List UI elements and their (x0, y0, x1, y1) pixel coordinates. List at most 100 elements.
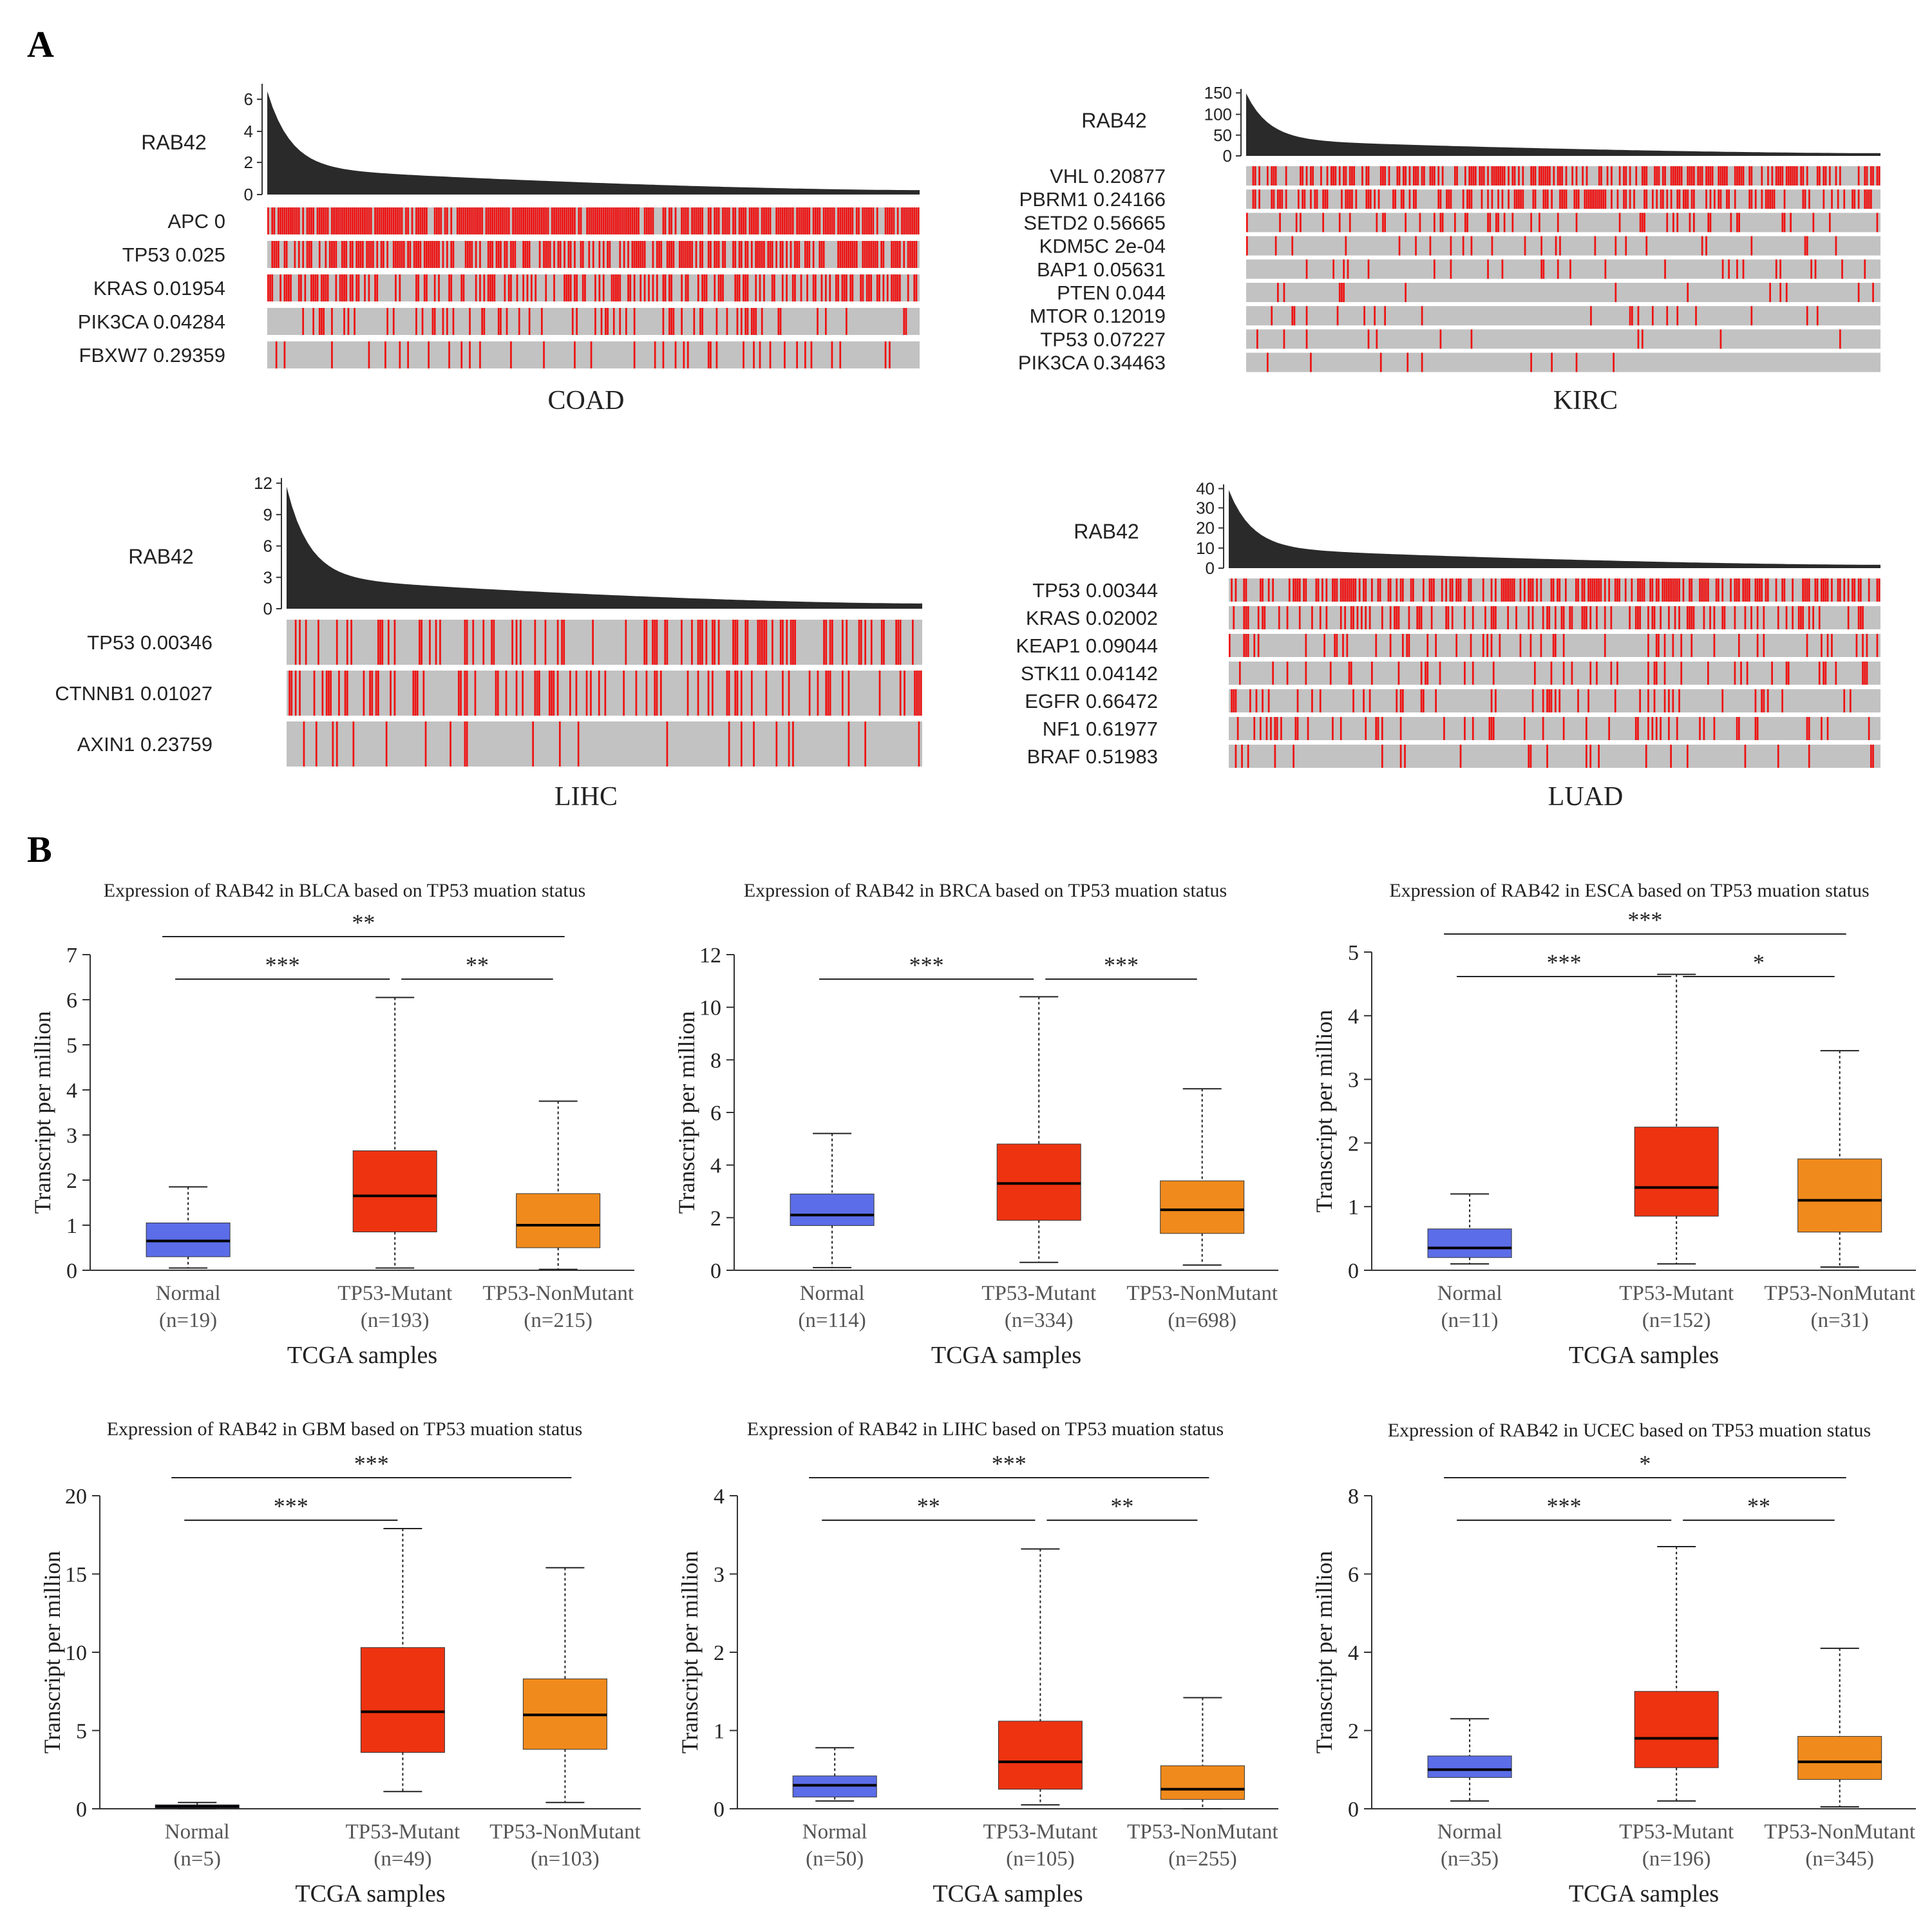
mutation-mark (1571, 166, 1573, 186)
mutation-mark (913, 274, 916, 301)
mutation-mark (744, 308, 747, 335)
mutation-mark (567, 241, 570, 268)
mutation-mark (1756, 717, 1759, 740)
mutation-mark (757, 241, 759, 268)
mutation-mark (918, 671, 920, 716)
mutation-mark (489, 207, 491, 234)
mutation-mark (806, 207, 808, 234)
mutation-mark (1484, 606, 1486, 629)
boxplot-y-tick-label: 2 (710, 1206, 721, 1230)
mutation-mark (1552, 578, 1555, 602)
mutation-mark (1740, 166, 1743, 186)
mutation-mark (1487, 166, 1489, 186)
mutation-mark (687, 671, 689, 716)
mutation-mark (1450, 236, 1452, 256)
mutation-mark (639, 241, 642, 268)
mutation-mark (627, 274, 629, 301)
mutation-mark (806, 274, 808, 301)
mutation-mark (1338, 213, 1341, 233)
mutation-mark (379, 620, 381, 665)
mutation-mark (864, 241, 866, 268)
mutation-mark (763, 207, 765, 234)
mutation-mark (895, 241, 897, 268)
mutation-mark (1388, 166, 1390, 186)
mutation-mark (796, 341, 798, 368)
mutation-mark (1267, 689, 1270, 712)
mutation-mark (283, 274, 286, 301)
mutation-mark (668, 274, 670, 301)
mutation-mark (1482, 166, 1485, 186)
mutation-mark (1345, 189, 1347, 209)
mutation-mark (755, 207, 757, 234)
mutation-mark (1641, 578, 1643, 602)
mutation-mark (810, 341, 813, 368)
mutation-mark (1320, 166, 1322, 186)
mutation-mark (1678, 189, 1681, 209)
mutation-mark (670, 274, 672, 301)
mutation-mark (1728, 189, 1730, 209)
mutation-mark (728, 671, 730, 716)
mutation-mark (364, 207, 366, 234)
mutation-mark (1431, 166, 1434, 186)
mutation-mark (687, 207, 689, 234)
mutation-mark (1763, 606, 1765, 629)
mutation-mark (1761, 689, 1763, 712)
mutation-strip-background (1246, 166, 1880, 186)
box-tp53-mutant: TP53-Mutant(n=49) (345, 1528, 460, 1871)
mutation-mark (1818, 662, 1821, 685)
mutation-mark (1555, 689, 1557, 712)
mutation-mark (779, 207, 782, 234)
mutation-mark (643, 274, 646, 301)
mutation-mark (393, 620, 396, 665)
mutation-mark (1857, 606, 1860, 629)
mutation-mark (899, 671, 902, 716)
mutation-mark (1273, 189, 1275, 209)
mutation-mark (1530, 578, 1532, 602)
mutation-mark (1352, 606, 1354, 629)
box-group-label: TP53-Mutant (1619, 1282, 1734, 1305)
mutation-mark (1235, 745, 1237, 768)
mutation-mark (1746, 578, 1748, 602)
mutation-mark (1806, 166, 1808, 186)
mutation-mark (907, 274, 909, 301)
mutation-mark (717, 620, 720, 665)
mutation-mark (1672, 578, 1674, 602)
mutation-mark (1637, 606, 1639, 629)
box-iqr (996, 1143, 1081, 1221)
mutation-mark (1528, 578, 1530, 602)
mutation-mark (1670, 166, 1672, 186)
mutation-mark (355, 241, 358, 268)
mutation-row-label: NF1 0.61977 (1043, 718, 1158, 740)
mutation-mark (1310, 352, 1312, 372)
boxplot-y-tick-label: 6 (710, 1102, 721, 1125)
mutation-mark (370, 241, 372, 268)
mutation-mark (744, 620, 747, 665)
mutation-mark (1236, 717, 1239, 740)
mutation-mark (1676, 578, 1678, 602)
mutation-mark (784, 207, 786, 234)
mutation-mark (792, 620, 794, 665)
boxplot-y-tick-label: 5 (76, 1720, 87, 1744)
mutation-mark (1542, 717, 1544, 740)
mutation-mark (918, 721, 920, 767)
mutation-mark (1689, 213, 1691, 233)
mutation-mark (741, 207, 743, 234)
mutation-mark (1399, 578, 1402, 602)
mutation-mark (1773, 189, 1776, 209)
mutation-mark (619, 207, 621, 234)
mutation-mark (1734, 606, 1736, 629)
mutation-mark (1586, 745, 1587, 768)
mutation-mark (446, 207, 448, 234)
mutation-mark (1835, 166, 1837, 186)
mutation-mark (299, 671, 301, 716)
mutation-mark (1361, 606, 1363, 629)
mutation-mark (1857, 189, 1860, 209)
mutation-mark (714, 620, 715, 665)
mutation-mark (806, 241, 808, 268)
mutation-mark (1456, 166, 1458, 186)
mutation-mark (1490, 606, 1493, 629)
mutation-mark (623, 241, 625, 268)
mutation-mark (430, 241, 432, 268)
mutation-mark (1806, 306, 1808, 326)
mutation-mark (1654, 166, 1656, 186)
